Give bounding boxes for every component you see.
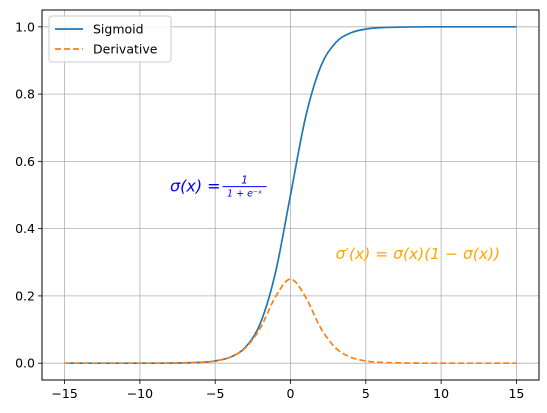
x-tick-label: −5 [206,386,224,401]
x-axis-ticks: −15 −10 −5 0 5 10 15 [51,380,524,401]
legend: Sigmoid Derivative [48,15,172,63]
x-tick-label: −10 [127,386,153,401]
legend-label-sigmoid: Sigmoid [93,22,144,37]
y-axis-ticks: 0.0 0.2 0.4 0.6 0.8 1.0 [15,19,42,371]
sigmoid-formula-numerator: 1 [241,175,248,187]
x-tick-label: 5 [362,386,370,401]
legend-label-derivative: Derivative [93,42,158,57]
y-tick-label: 0.2 [15,288,35,303]
sigmoid-formula-denominator: 1 + e⁻ˣ [227,189,262,200]
annotations: σ(x) = 1 1 + e⁻ˣ σ′(x) = σ(x)(1 − σ(x)) [170,175,500,263]
x-tick-label: 10 [433,386,449,401]
x-tick-label: 15 [508,386,524,401]
x-tick-label: 0 [287,386,295,401]
y-tick-label: 0.8 [15,87,35,102]
legend-box [48,15,172,63]
sigmoid-formula: σ(x) = [170,177,221,196]
series-line-sigmoid [64,25,517,365]
y-tick-label: 0.4 [15,221,35,236]
x-tick-label: −15 [51,386,77,401]
derivative-formula: σ′(x) = σ(x)(1 − σ(x)) [336,245,500,263]
series-group [64,25,517,365]
y-tick-label: 0.0 [15,356,35,371]
y-tick-label: 0.6 [15,154,35,169]
y-tick-label: 1.0 [15,19,35,34]
